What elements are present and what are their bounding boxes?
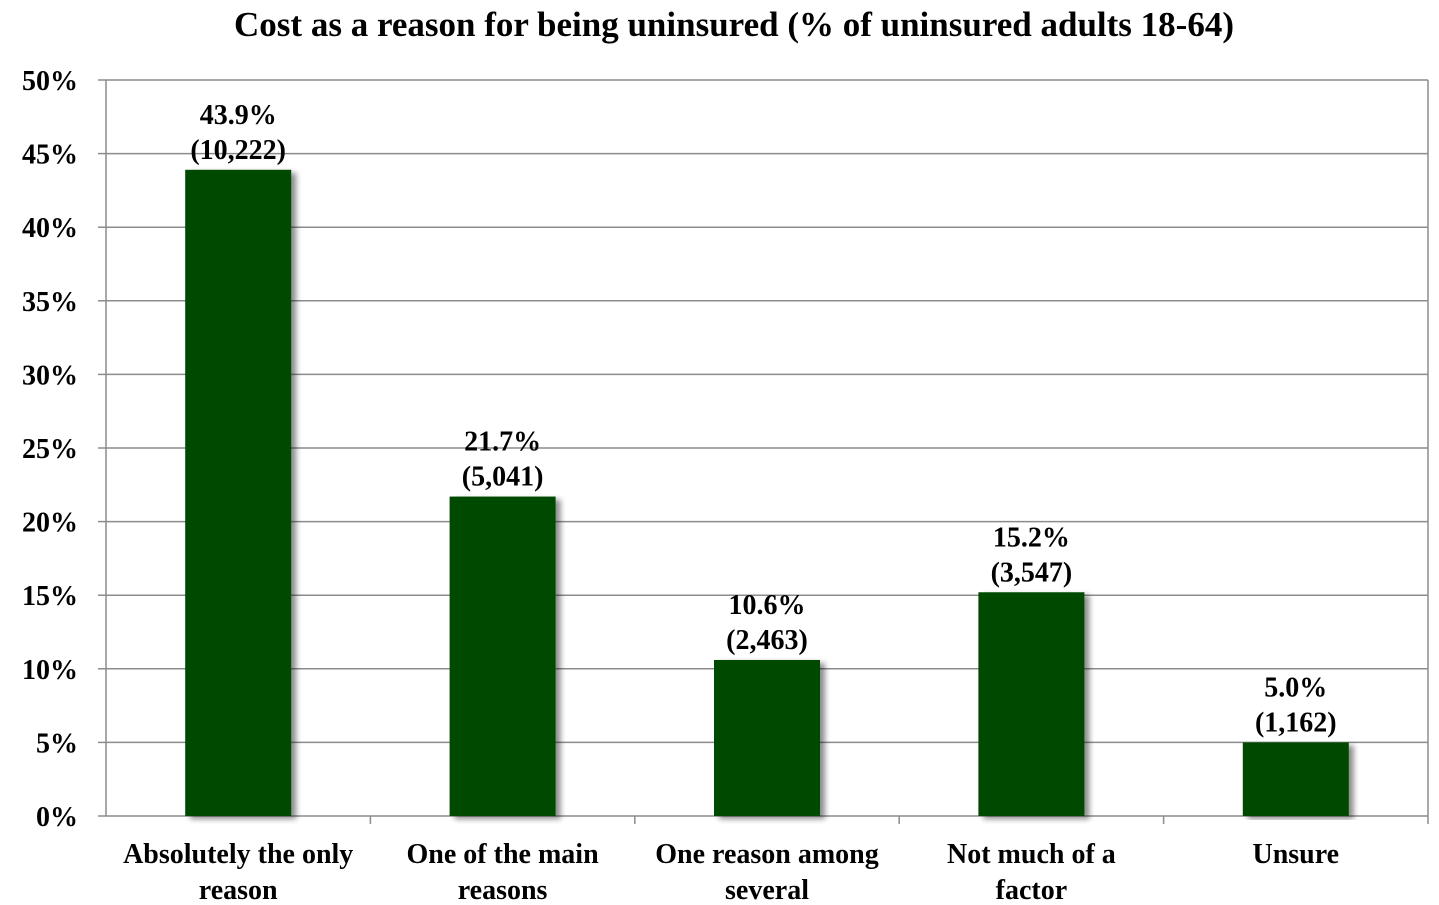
y-axis: 0% 5% 10% 15% 20% 25% 30% 35% 40% 45% 50%: [22, 66, 106, 833]
chart-title: Cost as a reason for being uninsured (% …: [234, 5, 1234, 44]
data-label-count: (5,041): [462, 462, 544, 493]
y-tick-label: 50%: [22, 66, 78, 97]
x-category-label: Unsure: [1252, 839, 1339, 870]
data-label-count: (2,463): [726, 625, 808, 656]
bar: [714, 659, 820, 816]
y-tick-label: 20%: [22, 508, 78, 539]
data-label-percent: 5.0%: [1264, 672, 1327, 703]
data-label-count: (10,222): [190, 135, 286, 166]
y-tick-label: 5%: [36, 728, 78, 759]
x-category-label: Absolutely the only: [123, 839, 353, 870]
gridlines: [106, 79, 1428, 744]
bars: [185, 169, 1349, 817]
x-axis: Absolutely the only reason One of the main…: [123, 816, 1429, 905]
data-labels: 43.9% (10,222) 21.7% (5,041) 10.6% (2,463) 15.…: [190, 100, 1336, 739]
y-tick-label: 25%: [22, 434, 78, 465]
data-label-percent: 21.7%: [464, 427, 541, 458]
y-tick-label: 0%: [36, 802, 78, 833]
x-category-label: reasons: [458, 875, 548, 905]
bar: [978, 592, 1085, 816]
y-tick-label: 35%: [22, 287, 78, 318]
bar: [1242, 742, 1349, 816]
y-tick-label: 10%: [22, 655, 78, 686]
x-category-label: factor: [996, 875, 1068, 905]
x-category-label: several: [725, 875, 809, 905]
data-label-percent: 10.6%: [729, 590, 806, 621]
y-tick-label: 15%: [22, 581, 78, 612]
bar: [449, 496, 556, 816]
data-label-count: (3,547): [991, 557, 1073, 588]
x-category-label: Not much of a: [947, 839, 1116, 870]
y-tick-label: 40%: [22, 213, 78, 244]
data-label-count: (1,162): [1255, 707, 1337, 738]
data-label-percent: 43.9%: [200, 100, 277, 131]
x-category-label: One of the main: [407, 839, 600, 870]
x-category-label: One reason among: [655, 839, 879, 870]
data-label-percent: 15.2%: [993, 522, 1070, 553]
bar: [185, 169, 292, 817]
x-category-label: reason: [199, 875, 278, 905]
y-tick-label: 30%: [22, 360, 78, 391]
y-tick-label: 45%: [22, 140, 78, 171]
